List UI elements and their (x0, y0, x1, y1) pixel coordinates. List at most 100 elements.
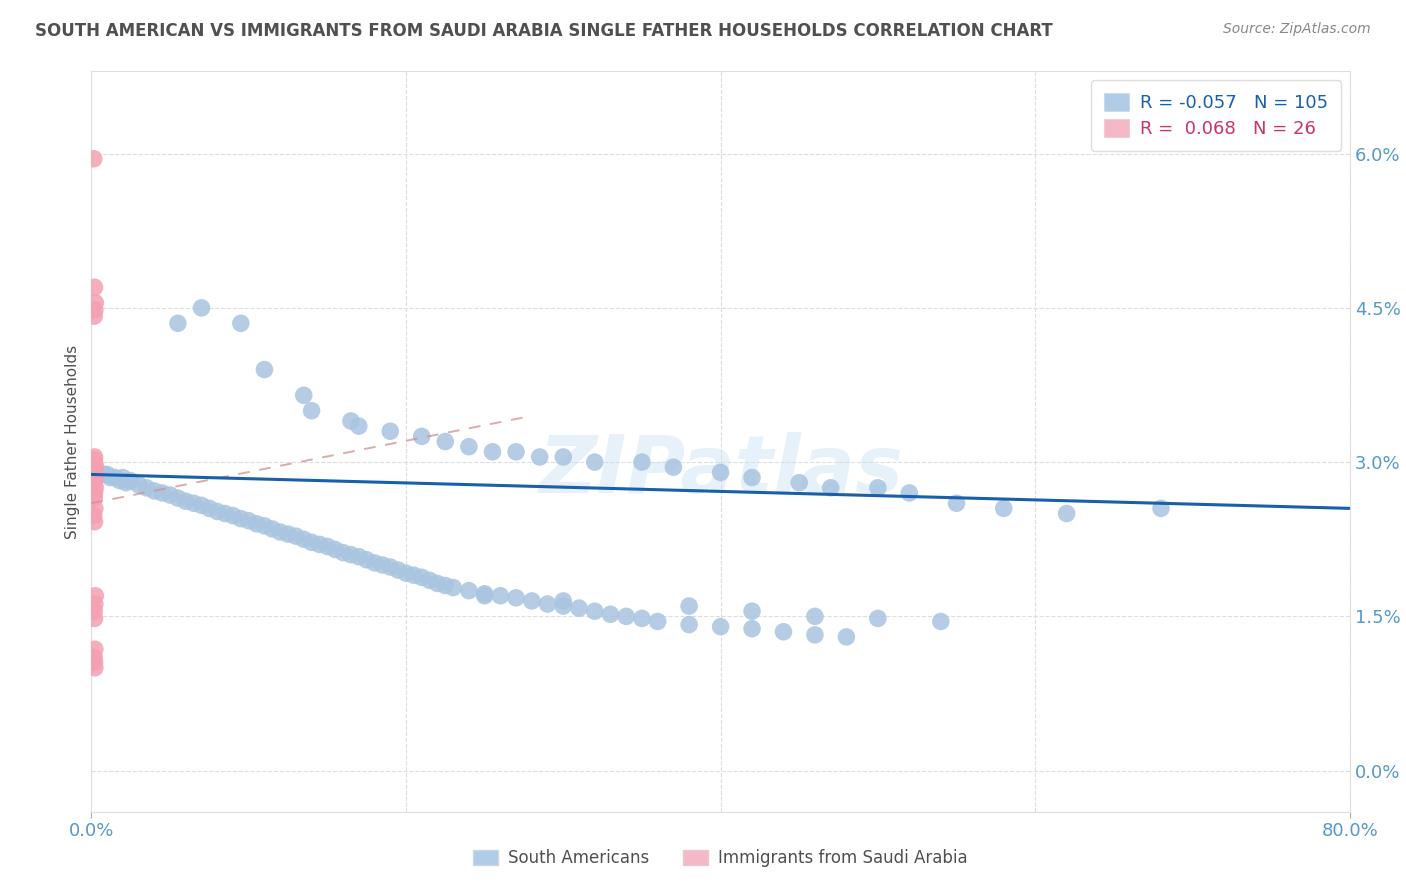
Point (83, 450, 105, 464)
Point (741, 604, 763, 618)
Point (83, 309, 105, 323)
Point (253, 519, 276, 533)
Point (631, 611, 654, 625)
Point (284, 529, 307, 543)
Point (898, 486, 921, 500)
Point (411, 570, 433, 584)
Point (245, 516, 267, 531)
Point (347, 419, 370, 434)
Point (380, 424, 402, 438)
Point (457, 583, 479, 598)
Text: Source: ZipAtlas.com: Source: ZipAtlas.com (1223, 22, 1371, 37)
Point (84, 295, 107, 310)
Point (583, 455, 606, 469)
Point (183, 496, 205, 510)
Point (631, 455, 654, 469)
Point (474, 587, 496, 601)
Point (98, 470, 121, 484)
Point (820, 481, 842, 495)
Point (678, 617, 700, 632)
Point (229, 511, 252, 525)
Point (380, 560, 402, 574)
Point (434, 578, 457, 592)
Point (441, 581, 464, 595)
Point (222, 508, 245, 523)
Point (128, 477, 150, 491)
Point (96, 467, 118, 482)
Point (505, 445, 527, 459)
Point (1056, 507, 1078, 521)
Point (787, 475, 810, 490)
Point (205, 504, 228, 518)
Point (568, 601, 591, 615)
Point (332, 545, 354, 560)
Point (301, 535, 323, 549)
Point (323, 542, 346, 557)
Point (111, 470, 134, 484)
Point (481, 445, 503, 459)
Point (167, 491, 190, 505)
Point (419, 574, 441, 588)
Point (772, 624, 794, 639)
Point (411, 429, 433, 443)
Point (945, 496, 967, 510)
Point (83, 604, 105, 618)
Point (104, 470, 127, 484)
Point (84, 589, 107, 603)
Point (536, 597, 558, 611)
Point (277, 527, 299, 541)
Legend: South Americans, Immigrants from Saudi Arabia: South Americans, Immigrants from Saudi A… (467, 842, 974, 874)
Point (159, 488, 181, 502)
Point (599, 607, 621, 622)
Point (474, 589, 496, 603)
Point (426, 576, 449, 591)
Point (308, 537, 330, 551)
Point (83, 642, 105, 657)
Point (83, 508, 105, 523)
Y-axis label: Single Father Households: Single Father Households (65, 344, 80, 539)
Point (83, 475, 105, 490)
Point (835, 630, 858, 644)
Point (529, 450, 551, 464)
Point (83, 466, 105, 480)
Point (84, 460, 107, 475)
Point (929, 615, 952, 629)
Point (709, 466, 731, 480)
Point (83, 650, 105, 665)
Text: SOUTH AMERICAN VS IMMIGRANTS FROM SAUDI ARABIA SINGLE FATHER HOUSEHOLDS CORRELAT: SOUTH AMERICAN VS IMMIGRANTS FROM SAUDI … (35, 22, 1053, 40)
Point (340, 414, 363, 428)
Point (804, 609, 827, 624)
Point (505, 591, 527, 605)
Point (741, 470, 763, 484)
Point (83, 486, 105, 500)
Point (253, 362, 276, 376)
Point (269, 524, 291, 539)
Point (83, 501, 105, 516)
Point (292, 388, 315, 402)
Point (229, 316, 252, 330)
Point (83, 656, 105, 670)
Point (83, 597, 105, 611)
Point (387, 563, 409, 577)
Point (553, 450, 575, 464)
Point (292, 533, 315, 547)
Point (83, 152, 105, 166)
Point (83, 491, 105, 505)
Point (190, 301, 212, 315)
Point (83, 280, 105, 294)
Point (108, 474, 131, 488)
Point (167, 316, 190, 330)
Point (83, 457, 105, 471)
Point (866, 611, 889, 625)
Text: ZIPatlas: ZIPatlas (538, 432, 903, 510)
Point (993, 501, 1015, 516)
Point (356, 553, 378, 567)
Point (301, 403, 323, 417)
Point (434, 434, 457, 449)
Point (553, 599, 575, 613)
Point (83, 661, 105, 675)
Point (135, 481, 157, 495)
Point (489, 589, 512, 603)
Point (583, 604, 606, 618)
Point (150, 486, 173, 500)
